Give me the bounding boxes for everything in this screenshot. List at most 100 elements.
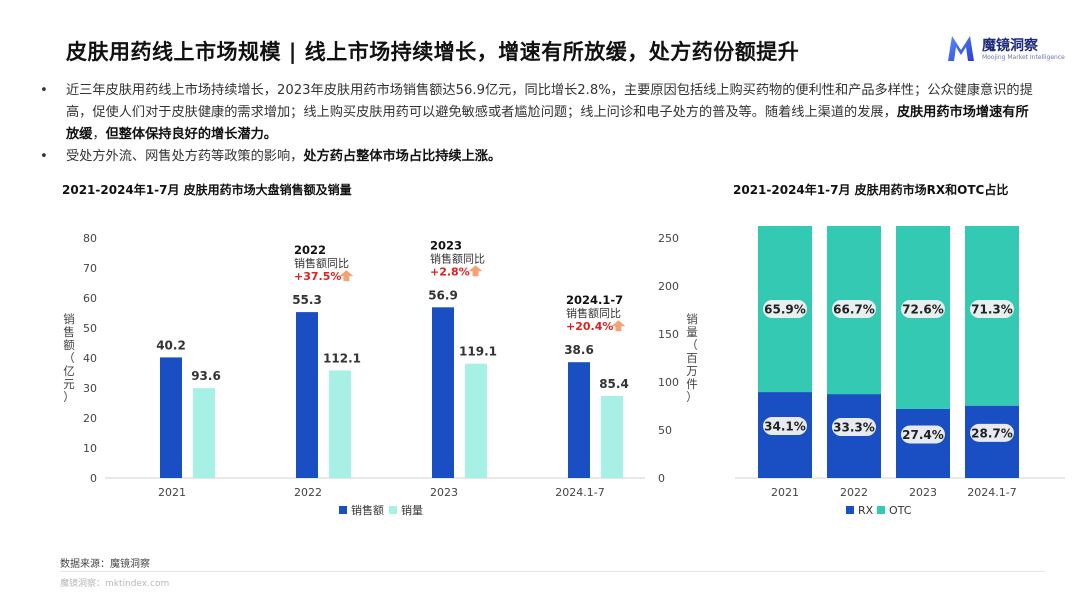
sales-volume-bar: [193, 388, 215, 478]
y-right-tick-label: 50: [658, 424, 672, 437]
bullet-1-text: 近三年皮肤用药线上市场持续增长，2023年皮肤用药市场销售额达56.9亿元，同比…: [66, 83, 1033, 120]
y-left-tick-label: 30: [83, 382, 97, 395]
rx-share-bar: [965, 405, 1019, 478]
sales-amount-label: 38.6: [564, 343, 594, 357]
x-tick-label: 2021: [771, 486, 799, 499]
footer-text: 魔镜洞察：mktindex.com: [60, 579, 170, 589]
otc-share-label-bg: [970, 300, 1014, 318]
y-left-tick-label: 0: [90, 472, 97, 485]
sales-volume-chart: 0 10 20 30 40 50 60 70 80 0 50 100 150 200 250 销售额（亿元） 销…: [63, 232, 698, 517]
otc-share-label-bg: [901, 300, 945, 318]
otc-share-label: 72.6%: [902, 303, 944, 317]
otc-share-label-bg: [832, 300, 876, 318]
summary-bullets: 近三年皮肤用药线上市场持续增长，2023年皮肤用药市场销售额达56.9亿元，同比…: [40, 80, 1040, 168]
logo-icon: [948, 36, 974, 61]
y-left-tick-label: 60: [83, 292, 97, 305]
bullet-2-text: 受处方外流、网售处方药等政策的影响，: [66, 149, 304, 164]
rx-share-label: 33.3%: [833, 421, 875, 435]
sales-volume-label: 112.1: [323, 351, 361, 365]
legend-swatch-rx: [846, 506, 854, 514]
yoy-value: +37.5%: [294, 270, 341, 283]
yoy-metric-label: 销售额同比: [430, 251, 485, 265]
legend-swatch-otc: [877, 506, 885, 514]
x-tick-label: 2023: [430, 486, 458, 499]
y-left-tick-label: 70: [83, 262, 97, 275]
otc-share-label: 65.9%: [764, 303, 806, 317]
y-right-axis-title: 销量（百万件）: [686, 312, 698, 404]
sales-amount-bar: [432, 307, 454, 478]
bullet-1: 近三年皮肤用药线上市场持续增长，2023年皮肤用药市场销售额达56.9亿元，同比…: [40, 80, 1040, 146]
rx-share-label-bg: [970, 423, 1014, 442]
yoy-value: +2.8%: [430, 265, 470, 278]
rx-share-bar: [896, 408, 950, 478]
y-left-axis-title: 销售额（亿元）: [63, 312, 75, 404]
x-tick-label: 2024.1-7: [555, 486, 604, 499]
sales-volume-label: 119.1: [459, 345, 497, 359]
yoy-value: +20.4%: [566, 320, 613, 333]
sales-volume-label: 85.4: [599, 377, 629, 391]
sales-volume-bar: [329, 370, 351, 478]
legend-label-otc: OTC: [889, 504, 912, 517]
legend-label-sales-amount: 销售额: [351, 503, 384, 517]
y-right-tick-label: 150: [658, 328, 679, 341]
up-arrow-icon: [339, 270, 354, 282]
y-left-tick-label: 80: [83, 232, 97, 245]
otc-share-label-bg: [763, 300, 807, 318]
sales-amount-label: 56.9: [428, 288, 458, 302]
rx-share-label-bg: [901, 425, 945, 444]
rx-otc-chart-title: 2021-2024年1-7月 皮肤用药市场RX和OTC占比: [733, 183, 1009, 197]
rx-share-label-bg: [832, 418, 876, 437]
yoy-period-label: 2024.1-7: [566, 293, 623, 307]
rx-share-label-bg: [763, 417, 807, 436]
bullet-1-text-2: ，: [92, 127, 106, 142]
rx-share-label: 28.7%: [971, 426, 1013, 440]
rx-otc-share-chart: 34.1% 65.9% 2021 33.3% 66.7% 2022 27.4% 72.6% 20…: [735, 226, 1065, 517]
y-left-tick-label: 40: [83, 352, 97, 365]
otc-share-label: 71.3%: [971, 303, 1013, 317]
bullet-2: 受处方外流、网售处方药等政策的影响，处方药占整体市场占比持续上涨。: [40, 146, 1040, 168]
sales-amount-bar: [296, 312, 318, 478]
bullet-1-bold-2: 但整体保持良好的增长潜力。: [105, 127, 277, 142]
sales-volume-label: 93.6: [191, 369, 221, 383]
sales-amount-label: 40.2: [156, 338, 186, 352]
y-left-tick-label: 10: [83, 442, 97, 455]
y-right-tick-label: 100: [658, 376, 679, 389]
legend-label-rx: RX: [858, 504, 874, 517]
y-left-tick-label: 50: [83, 322, 97, 335]
y-left-tick-label: 20: [83, 412, 97, 425]
up-arrow-icon: [611, 320, 626, 332]
yoy-period-label: 2023: [430, 238, 462, 252]
x-tick-label: 2021: [158, 486, 186, 499]
sales-chart-title: 2021-2024年1-7月 皮肤用药市场大盘销售额及销量: [62, 183, 352, 197]
data-source: 数据来源：魔镜洞察: [60, 559, 150, 570]
otc-share-label: 66.7%: [833, 303, 875, 317]
brand-logo: 魔镜洞察 Moojing Market Intelligence: [946, 33, 1066, 65]
sales-volume-bar: [465, 363, 487, 478]
logo-name: 魔镜洞察: [982, 38, 1038, 54]
rx-share-label: 27.4%: [902, 428, 944, 442]
bullet-2-bold: 处方药占整体市场占比持续上涨。: [303, 149, 502, 164]
yoy-period-label: 2022: [294, 243, 326, 257]
y-right-tick-label: 250: [658, 232, 679, 245]
x-tick-label: 2024.1-7: [967, 486, 1016, 499]
up-arrow-icon: [468, 265, 483, 277]
legend-label-sales-volume: 销量: [401, 503, 423, 517]
x-tick-label: 2022: [294, 486, 322, 499]
footer-divider: [60, 571, 1045, 572]
bullet-1-bold: 皮肤用药市场增速有所放缓: [66, 105, 1029, 142]
page-title: 皮肤用药线上市场规模 | 线上市场持续增长，增速有所放缓，处方药份额提升: [66, 40, 800, 64]
yoy-metric-label: 销售额同比: [294, 256, 349, 270]
sales-amount-bar: [568, 362, 590, 478]
sales-amount-label: 55.3: [292, 293, 322, 307]
logo-subtitle: Moojing Market Intelligence: [982, 54, 1065, 61]
legend-swatch-sales-volume: [389, 506, 397, 514]
yoy-metric-label: 销售额同比: [566, 306, 621, 320]
rx-share-label: 34.1%: [764, 420, 806, 434]
legend-swatch-sales-amount: [339, 506, 347, 514]
sales-volume-bar: [601, 396, 623, 478]
x-tick-label: 2022: [840, 486, 868, 499]
x-tick-label: 2023: [909, 486, 937, 499]
y-right-tick-label: 200: [658, 280, 679, 293]
y-right-tick-label: 0: [658, 472, 665, 485]
sales-amount-bar: [160, 357, 182, 478]
